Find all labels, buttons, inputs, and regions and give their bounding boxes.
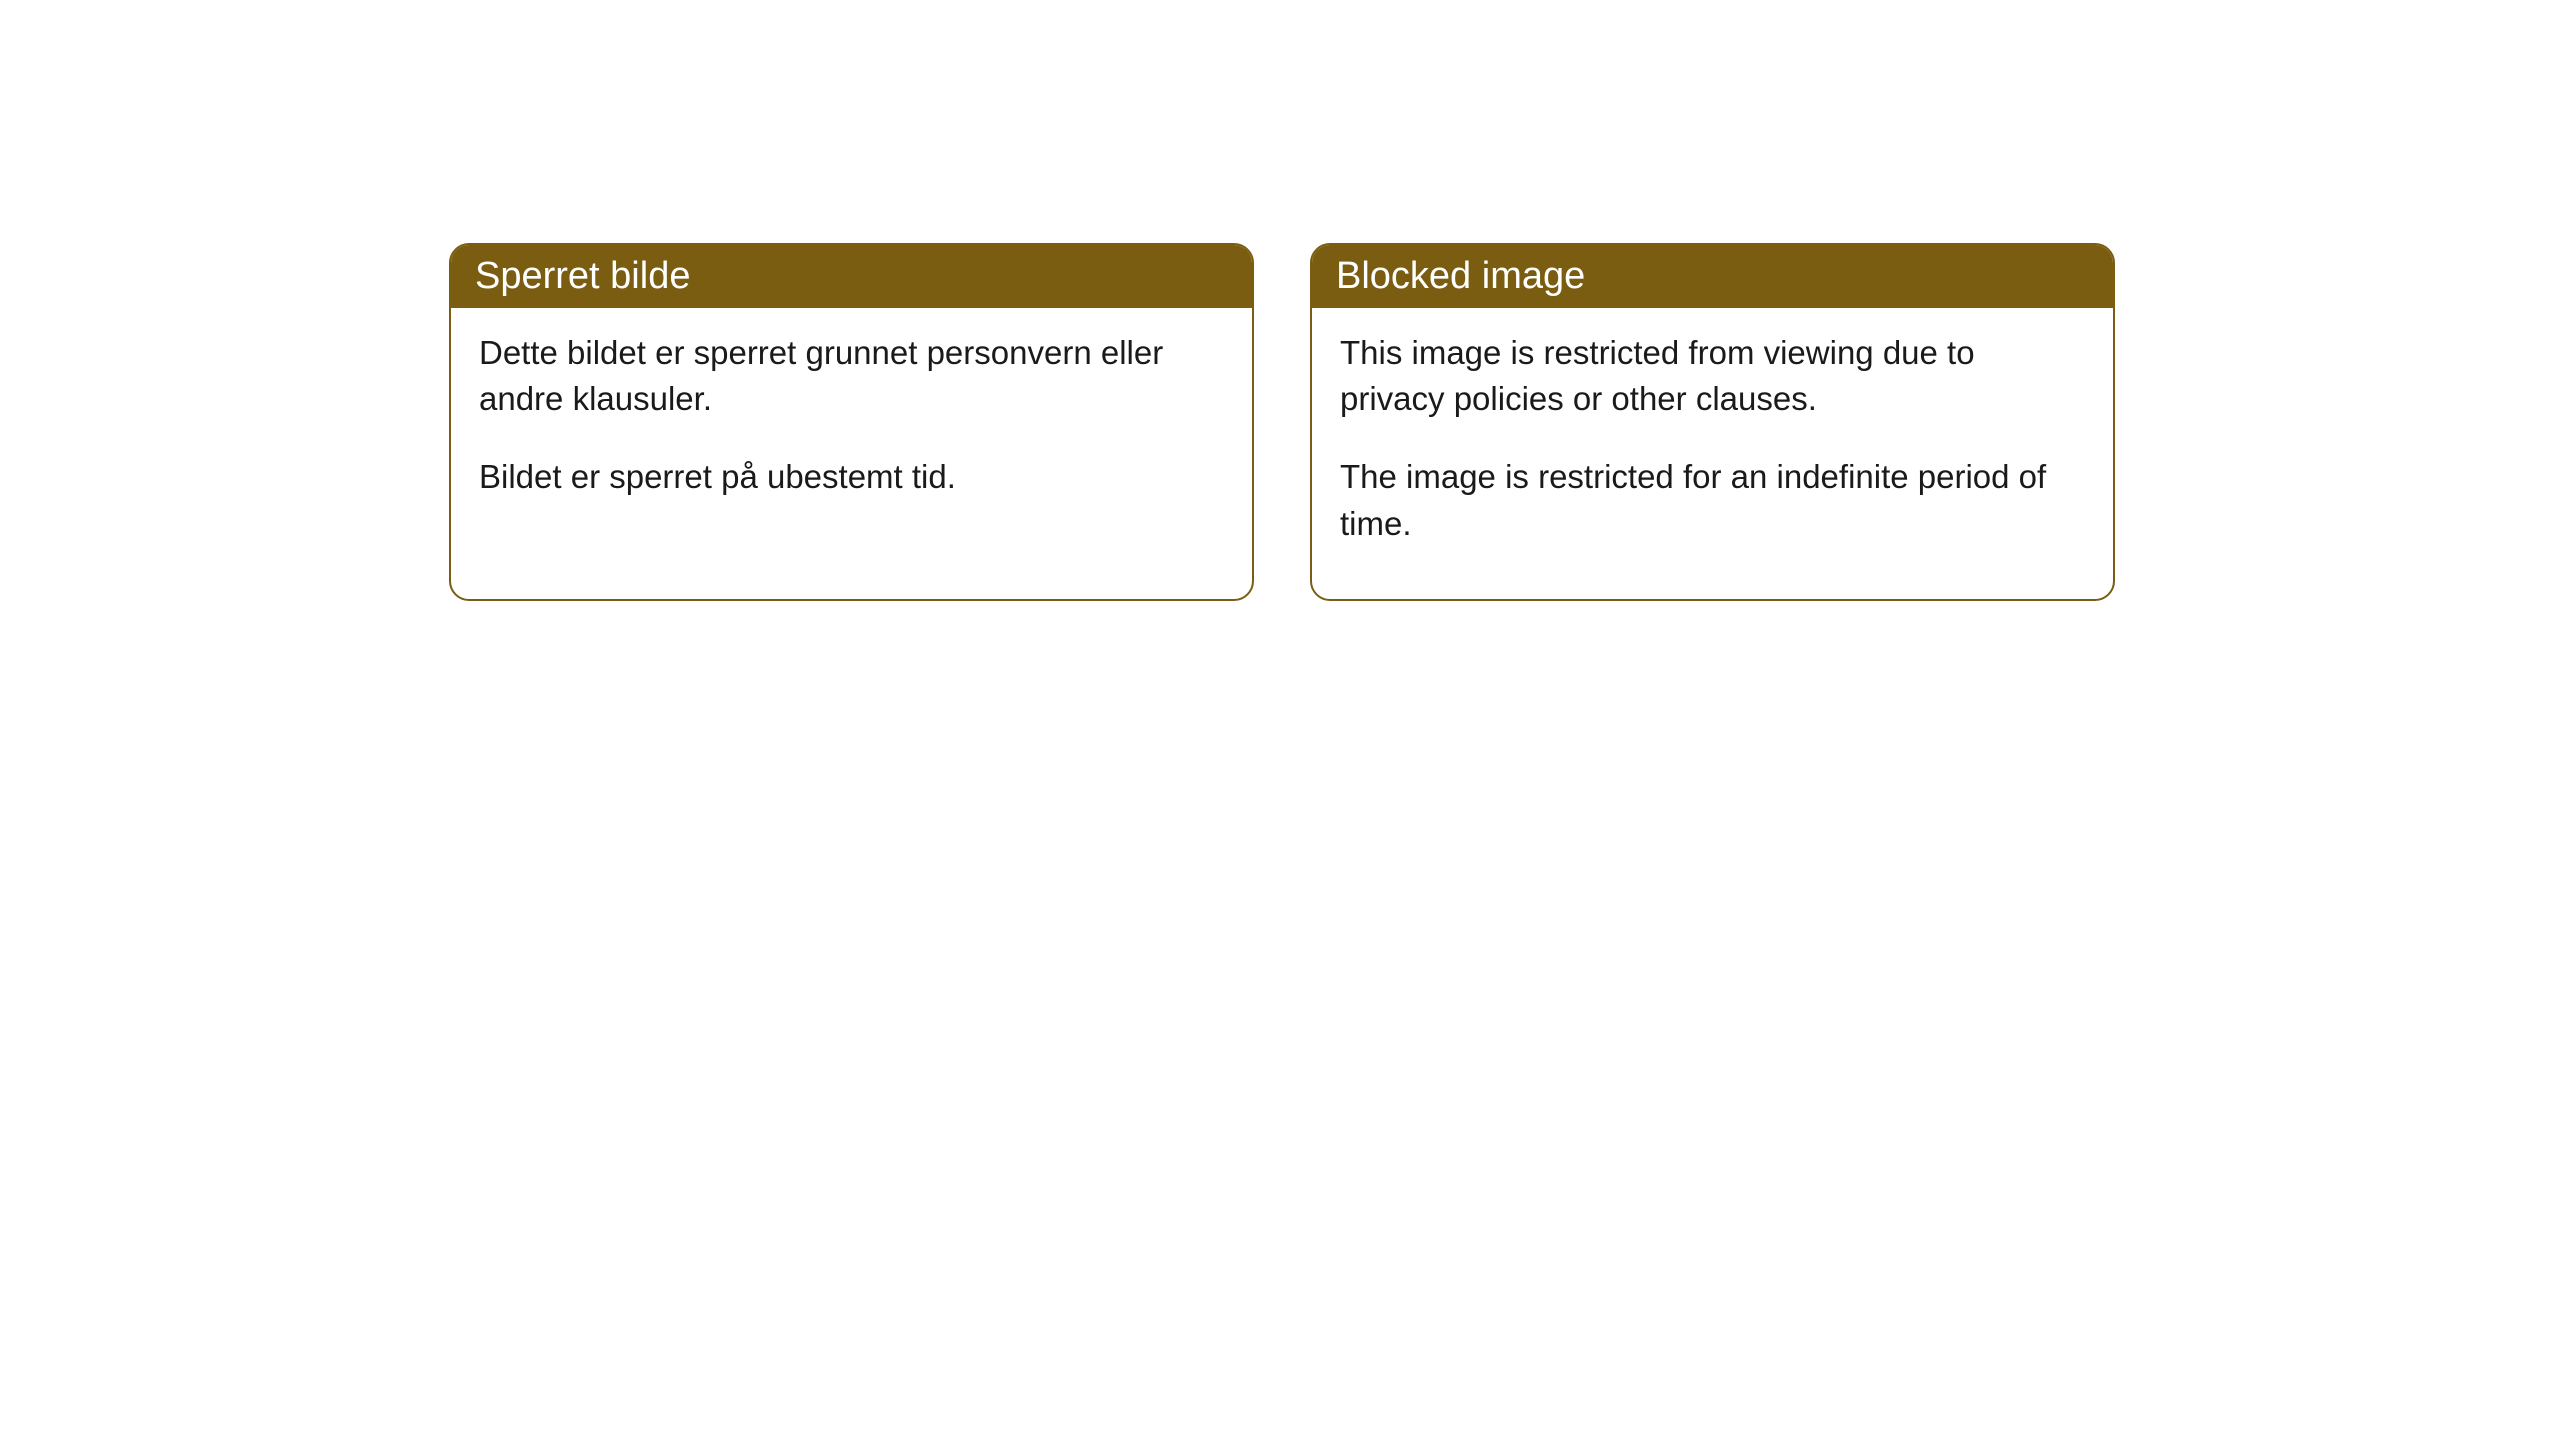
- card-paragraph: This image is restricted from viewing du…: [1340, 330, 2085, 422]
- card-paragraph: The image is restricted for an indefinit…: [1340, 454, 2085, 546]
- card-title: Blocked image: [1336, 255, 1585, 297]
- card-body: Dette bildet er sperret grunnet personve…: [451, 308, 1252, 553]
- notice-card-english: Blocked image This image is restricted f…: [1310, 243, 2115, 601]
- notice-card-norwegian: Sperret bilde Dette bildet er sperret gr…: [449, 243, 1254, 601]
- notice-cards-container: Sperret bilde Dette bildet er sperret gr…: [449, 243, 2115, 601]
- card-paragraph: Bildet er sperret på ubestemt tid.: [479, 454, 1224, 500]
- card-header: Sperret bilde: [451, 245, 1252, 308]
- card-header: Blocked image: [1312, 245, 2113, 308]
- card-body: This image is restricted from viewing du…: [1312, 308, 2113, 599]
- card-title: Sperret bilde: [475, 255, 690, 297]
- card-paragraph: Dette bildet er sperret grunnet personve…: [479, 330, 1224, 422]
